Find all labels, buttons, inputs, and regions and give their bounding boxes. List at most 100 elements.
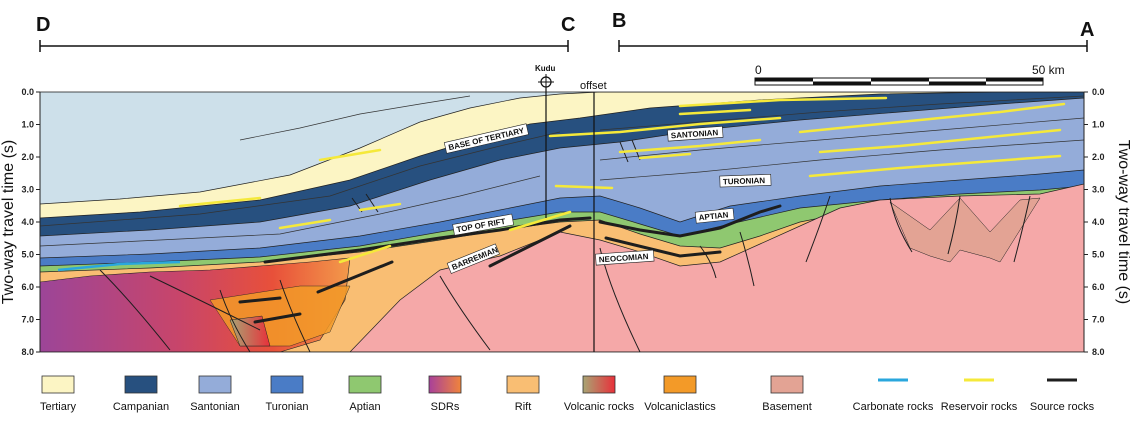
scale-bar-segment — [755, 78, 813, 82]
legend-swatch — [770, 375, 804, 394]
legend-label: Rift — [515, 401, 532, 413]
left-tick-label: 2.0 — [21, 152, 34, 162]
legend-label: Campanian — [113, 401, 169, 413]
horizon-label-turonian: TURONIAN — [719, 173, 772, 188]
source-rock-line — [253, 312, 302, 324]
legend-label: Aptian — [349, 401, 380, 413]
legend-item: Rift — [506, 375, 540, 413]
left-tick-label: 5.0 — [21, 250, 34, 260]
legend-item: Volcaniclastics — [644, 375, 716, 413]
legend-swatch — [198, 375, 232, 394]
legend-swatch — [270, 375, 304, 394]
right-axis-title: Two-way travel time (s) — [1115, 140, 1130, 304]
fault-line — [947, 195, 961, 255]
reservoir-rock-line — [318, 148, 382, 162]
fault-line — [889, 197, 913, 253]
fault-line — [699, 245, 717, 279]
right-tick-label: 0.0 — [1092, 87, 1105, 97]
right-tick-label: 3.0 — [1092, 185, 1105, 195]
horizon-label-aptian: APTIAN — [694, 207, 735, 224]
endpoint-a: A — [1080, 19, 1094, 41]
fault-line — [805, 195, 831, 263]
reservoir-rock-line — [178, 196, 262, 208]
horizon-label-neocomian: NEOCOMIAN — [595, 249, 655, 266]
right-tick-label: 1.0 — [1092, 120, 1105, 130]
horizon-label-santonian: SANTONIAN — [667, 126, 724, 142]
scale-end-label: 50 km — [1032, 63, 1065, 77]
reflector-line — [599, 139, 1084, 181]
horizon-label-text: APTIAN — [698, 210, 729, 222]
internal-reflectors — [40, 95, 1084, 247]
scale-bar-segment — [929, 81, 986, 85]
reservoir-rock-lines — [178, 96, 1066, 264]
right-tick-label: 6.0 — [1092, 282, 1105, 292]
legend-item: Carbonate rocks — [853, 378, 934, 413]
reservoir-rock-line — [678, 96, 888, 108]
scale-bar-segment — [871, 78, 929, 82]
legend-swatch — [506, 375, 540, 394]
legend-label: Volcanic rocks — [564, 401, 635, 413]
reservoir-rock-line — [554, 184, 614, 190]
source-rock-line — [604, 236, 722, 258]
source-rock-line — [238, 296, 282, 304]
volcanic-body — [229, 315, 271, 347]
reservoir-rock-line — [338, 244, 392, 264]
section-profile-ba: B A — [612, 10, 1094, 52]
legend-label: Carbonate rocks — [853, 401, 934, 413]
legend-item: Reservoir rocks — [941, 378, 1018, 413]
horizon-label-text: SANTONIAN — [671, 128, 719, 140]
cross-section-body — [40, 92, 1084, 352]
reservoir-rock-line — [548, 116, 782, 138]
reservoir-rock-line — [798, 102, 1066, 134]
reservoir-rock-line — [808, 154, 1062, 178]
offset-label: offset — [580, 80, 607, 92]
left-tick-label: 8.0 — [21, 347, 34, 357]
legend-item: Tertiary — [40, 375, 77, 413]
source-rock-line — [316, 260, 394, 294]
endpoint-b: B — [612, 10, 626, 32]
legend-label: Reservoir rocks — [941, 401, 1018, 413]
left-tick-label: 6.0 — [21, 282, 34, 292]
legend-item: Santonian — [190, 375, 240, 413]
reservoir-rock-line — [278, 218, 332, 230]
legend-item: Source rocks — [1030, 378, 1095, 413]
reflector-line — [239, 95, 471, 141]
kudu-well: Kudu — [535, 64, 556, 218]
right-tick-label: 8.0 — [1092, 347, 1105, 357]
reservoir-rock-line — [618, 138, 762, 154]
legend-label: Volcaniclastics — [644, 401, 716, 413]
legend-swatch — [428, 375, 462, 394]
legend-swatch — [124, 375, 158, 394]
right-tick-label: 7.0 — [1092, 315, 1105, 325]
right-tick-label: 4.0 — [1092, 217, 1105, 227]
legend-item: Basement — [762, 375, 812, 413]
fault-line — [365, 193, 379, 213]
left-axis: 0.0 1.0 2.0 3.0 4.0 5.0 6.0 7.0 8.0 — [21, 87, 41, 357]
legend-label: Basement — [762, 401, 812, 413]
reservoir-rock-line — [638, 152, 692, 160]
legend-swatch — [41, 375, 75, 394]
left-tick-label: 4.0 — [21, 217, 34, 227]
legend-label: Santonian — [190, 401, 240, 413]
horizon-label-text: TURONIAN — [723, 176, 766, 186]
horizon-label-text: NEOCOMIAN — [599, 252, 650, 264]
scale-bar-segment — [986, 78, 1043, 82]
legend-item: Volcanic rocks — [564, 375, 635, 413]
left-tick-label: 3.0 — [21, 185, 34, 195]
right-tick-label: 5.0 — [1092, 250, 1105, 260]
reflector-line — [599, 117, 1084, 161]
legend-label: Source rocks — [1030, 401, 1095, 413]
reflector-line — [40, 131, 561, 227]
source-rock-line — [598, 204, 782, 238]
legend-swatch — [582, 375, 616, 394]
left-tick-label: 0.0 — [21, 87, 34, 97]
source-rock-line — [488, 224, 572, 268]
right-axis: 0.0 1.0 2.0 3.0 4.0 5.0 6.0 7.0 8.0 — [1083, 87, 1105, 357]
legend-label: Turonian — [265, 401, 308, 413]
fault-line — [279, 279, 311, 352]
fault-line — [149, 275, 261, 331]
scale-bar: 0 50 km — [754, 63, 1065, 86]
reflector-line — [599, 95, 1084, 131]
fault-line — [439, 275, 491, 351]
